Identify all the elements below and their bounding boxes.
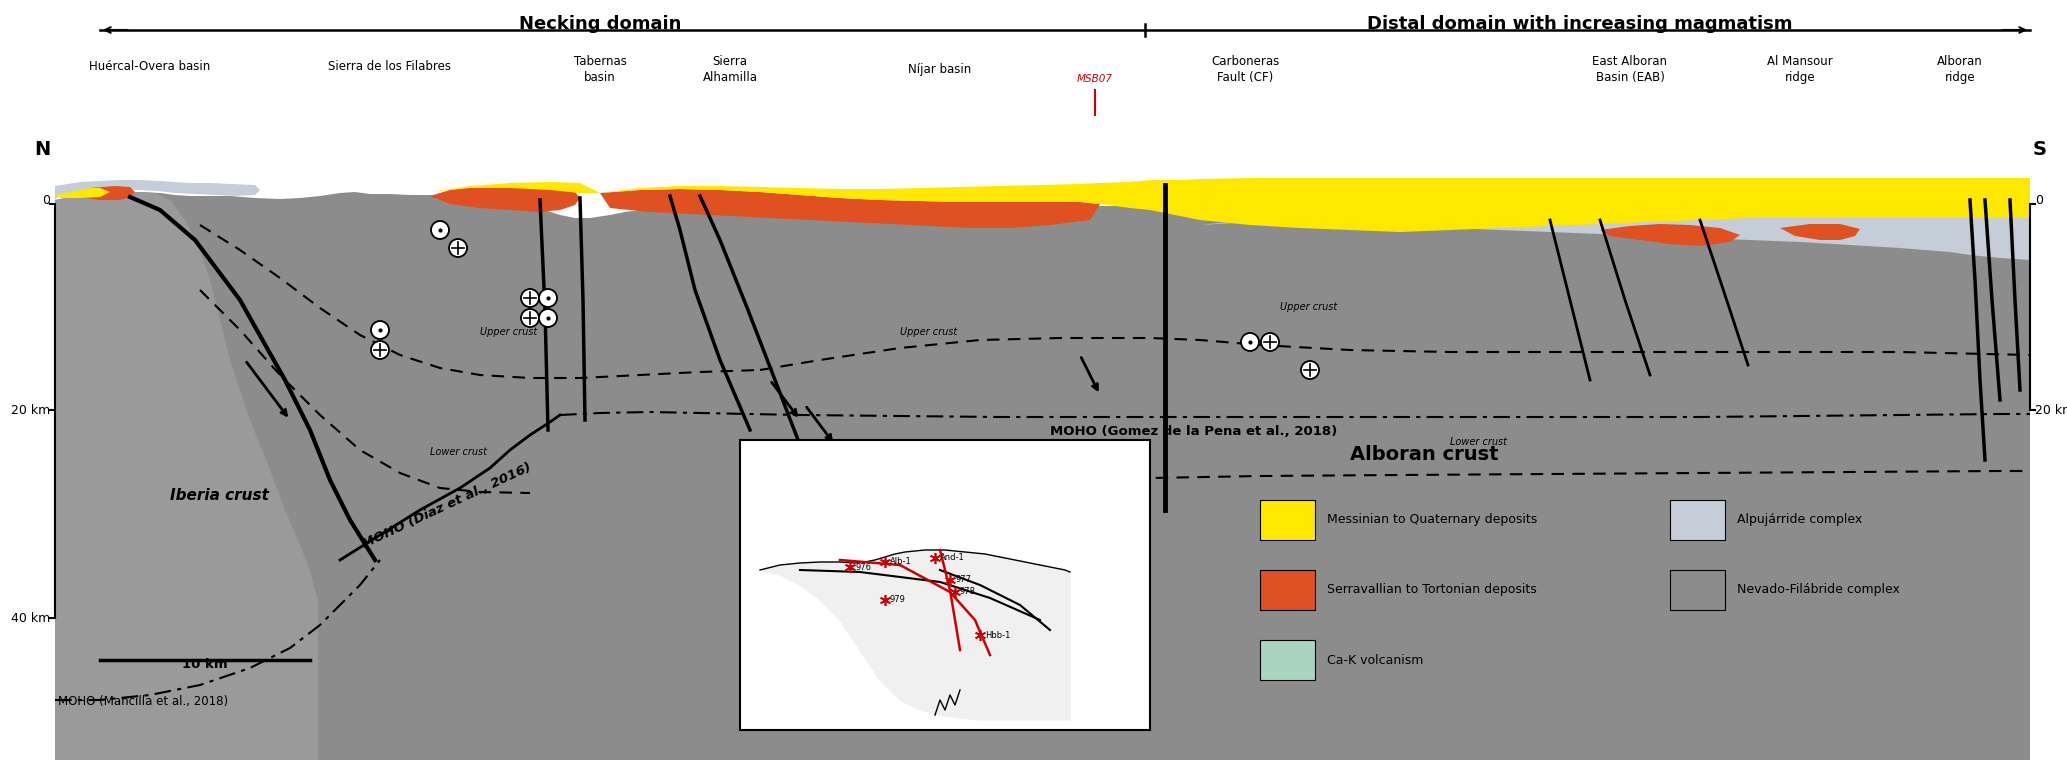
Text: MOHO (Gomez de la Pena et al., 2018): MOHO (Gomez de la Pena et al., 2018) <box>1050 425 1337 438</box>
Circle shape <box>1300 361 1319 379</box>
Text: East Alboran
Basin (EAB): East Alboran Basin (EAB) <box>1592 55 1668 84</box>
Text: Necking domain: Necking domain <box>519 15 682 33</box>
Polygon shape <box>761 550 1071 720</box>
Text: Lower crust: Lower crust <box>430 447 488 457</box>
Polygon shape <box>56 188 110 198</box>
Circle shape <box>521 289 539 307</box>
Text: Sierra
Alhamilla: Sierra Alhamilla <box>703 55 757 84</box>
Polygon shape <box>1180 191 1430 225</box>
Text: 979: 979 <box>891 595 905 604</box>
Text: N: N <box>33 140 50 159</box>
Bar <box>1261 500 1315 540</box>
Text: Upper crust: Upper crust <box>899 327 957 337</box>
Circle shape <box>432 221 449 239</box>
Text: Nevado-Filábride complex: Nevado-Filábride complex <box>1736 584 1900 597</box>
Text: MOHO (Diaz et al., 2016): MOHO (Diaz et al., 2016) <box>360 461 533 551</box>
Text: 10 km: 10 km <box>182 658 227 671</box>
Text: 40 km: 40 km <box>10 611 50 624</box>
Polygon shape <box>430 185 581 212</box>
Polygon shape <box>60 186 134 200</box>
Text: 976: 976 <box>856 562 870 571</box>
Circle shape <box>1240 333 1259 351</box>
Circle shape <box>370 321 389 339</box>
Polygon shape <box>56 192 318 760</box>
Circle shape <box>521 309 539 327</box>
Text: Huércal-Overa basin: Huércal-Overa basin <box>89 60 211 73</box>
Polygon shape <box>599 178 2030 232</box>
Polygon shape <box>599 189 1100 228</box>
Text: Iberia crust: Iberia crust <box>169 488 269 503</box>
Bar <box>1670 570 1726 610</box>
Text: 0: 0 <box>41 193 50 206</box>
Text: S: S <box>2034 140 2046 159</box>
Circle shape <box>539 289 556 307</box>
Polygon shape <box>1780 224 1860 240</box>
Text: Carboneras
Fault (CF): Carboneras Fault (CF) <box>1211 55 1279 84</box>
Text: Sierra de los Filabres: Sierra de los Filabres <box>329 60 451 73</box>
Text: Hbb-1: Hbb-1 <box>986 630 1011 639</box>
Text: Tabernas
basin: Tabernas basin <box>573 55 626 84</box>
Text: Alb-1: Alb-1 <box>891 558 912 566</box>
Text: Serravallian to Tortonian deposits: Serravallian to Tortonian deposits <box>1327 584 1536 597</box>
Polygon shape <box>430 182 599 193</box>
Circle shape <box>1261 333 1279 351</box>
Text: 0: 0 <box>2036 193 2042 206</box>
Text: Lower crust: Lower crust <box>870 447 926 457</box>
Text: Messinian to Quaternary deposits: Messinian to Quaternary deposits <box>1327 513 1538 526</box>
Text: Alboran
ridge: Alboran ridge <box>1937 55 1982 84</box>
Text: 978: 978 <box>959 588 976 597</box>
Text: Al Mansour
ridge: Al Mansour ridge <box>1767 55 1833 84</box>
Text: 20 km: 20 km <box>10 403 50 416</box>
Circle shape <box>449 239 467 257</box>
Text: Upper crust: Upper crust <box>480 327 537 337</box>
Text: Upper crust: Upper crust <box>1279 302 1337 312</box>
Text: Lower crust: Lower crust <box>1449 437 1507 447</box>
Text: MOHO (Mancilla et al., 2018): MOHO (Mancilla et al., 2018) <box>58 695 227 708</box>
Text: 977: 977 <box>955 575 971 584</box>
Text: Distal domain with increasing magmatism: Distal domain with increasing magmatism <box>1366 15 1792 33</box>
Text: And-1: And-1 <box>940 553 965 562</box>
Text: Níjar basin: Níjar basin <box>907 63 971 76</box>
Text: Ca-K volcanism: Ca-K volcanism <box>1327 653 1424 666</box>
Polygon shape <box>1201 218 2030 260</box>
Text: 20 km: 20 km <box>2036 403 2067 416</box>
Text: Alboran crust: Alboran crust <box>1350 445 1499 464</box>
Circle shape <box>370 341 389 359</box>
Polygon shape <box>1600 224 1740 246</box>
Bar <box>1670 500 1726 540</box>
Text: Alpujárride complex: Alpujárride complex <box>1736 513 1862 526</box>
Text: MSB07: MSB07 <box>1077 74 1112 84</box>
Polygon shape <box>56 192 2030 760</box>
Circle shape <box>539 309 556 327</box>
Bar <box>1261 570 1315 610</box>
Polygon shape <box>56 180 260 200</box>
Bar <box>1261 640 1315 680</box>
